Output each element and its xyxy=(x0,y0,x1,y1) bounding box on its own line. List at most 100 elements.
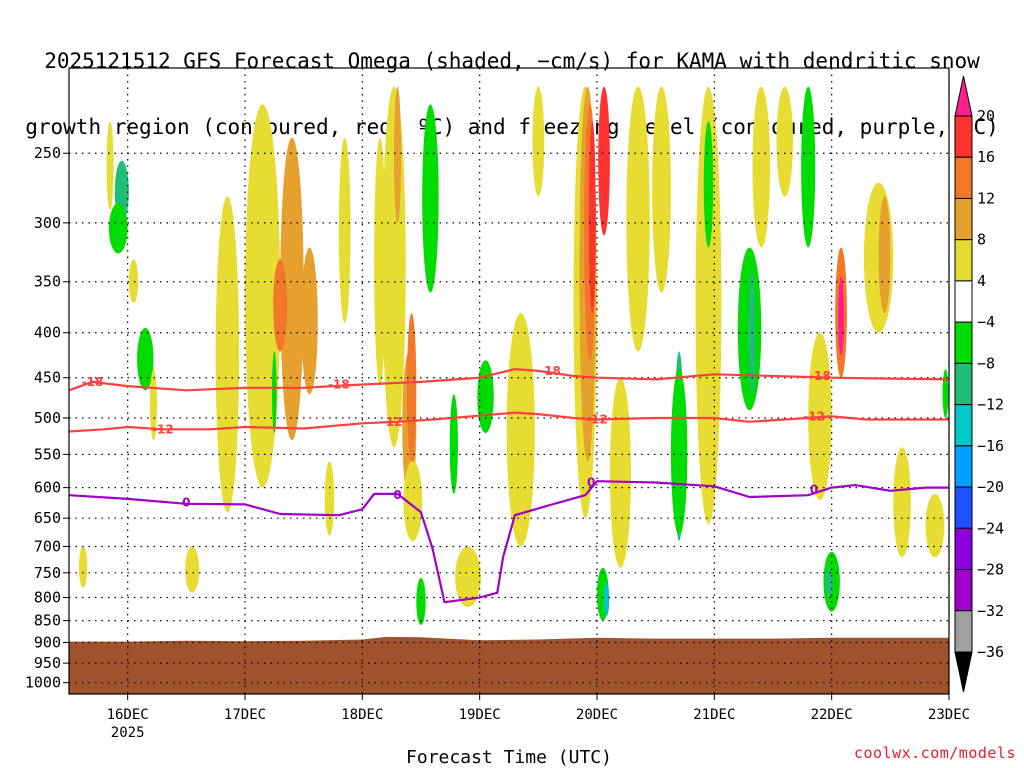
y-tick-label: 350 xyxy=(34,273,61,291)
colorbar-label: −12 xyxy=(977,396,1004,414)
terrain-area xyxy=(69,636,949,694)
colorbar-label: 8 xyxy=(977,231,986,249)
x-axis-label: Forecast Time (UTC) xyxy=(406,747,612,768)
y-tick-label: 850 xyxy=(34,612,61,630)
omega-cell xyxy=(374,137,386,387)
contour-label: -12 xyxy=(152,422,174,436)
y-tick-label: 600 xyxy=(34,479,61,497)
colorbar-label: 4 xyxy=(977,272,986,290)
omega-cell xyxy=(273,259,288,352)
contour-label: -12 xyxy=(381,415,403,429)
colorbar-label: 16 xyxy=(977,148,995,166)
plot-frame xyxy=(68,67,950,695)
y-tick-label: 550 xyxy=(34,445,61,463)
omega-cell xyxy=(878,196,891,314)
omega-cell xyxy=(271,351,277,433)
contour-label: -18 xyxy=(328,377,350,391)
terrain-fill xyxy=(69,636,949,694)
colorbar-upper-triangle xyxy=(954,75,973,117)
x-tick-label: 23DEC xyxy=(928,707,970,723)
y-tick-label: 950 xyxy=(34,654,61,672)
x-year-label: 2025 xyxy=(111,725,145,741)
omega-cell xyxy=(215,196,240,513)
omega-cell xyxy=(588,121,596,314)
omega-cell xyxy=(416,577,426,626)
contour-dendritic-upper xyxy=(69,368,949,392)
colorbar-segment xyxy=(954,486,973,529)
colorbar-label: −36 xyxy=(977,643,1004,661)
omega-cell xyxy=(477,360,494,433)
colorbar-label: 12 xyxy=(977,189,995,207)
contour-label: -12 xyxy=(586,412,608,426)
omega-cell xyxy=(338,137,351,324)
colorbar-label: −16 xyxy=(977,437,1004,455)
chart-title-line1: 2025121512 GFS Forecast Omega (shaded, −… xyxy=(44,49,980,73)
colorbar-segment xyxy=(954,115,973,158)
colorbar-segment xyxy=(954,197,973,241)
omega-cell xyxy=(78,546,88,588)
omega-cell xyxy=(652,86,671,293)
y-tick-label: 400 xyxy=(34,324,61,342)
omega-cell xyxy=(598,86,610,236)
y-tick-label: 800 xyxy=(34,588,61,606)
colorbar-segment xyxy=(954,569,973,612)
contour-label: -18 xyxy=(809,369,831,383)
omega-cell xyxy=(670,369,688,536)
contour-label: 0 xyxy=(810,483,818,497)
colorbar-segment xyxy=(954,239,973,282)
contour-label: 0 xyxy=(393,488,401,502)
colorbar-segment xyxy=(954,156,973,199)
omega-cell xyxy=(801,86,816,248)
omega-cell xyxy=(703,121,714,248)
omega-cell xyxy=(752,86,771,248)
colorbar-segment xyxy=(954,362,973,406)
omega-cell xyxy=(108,203,128,254)
x-tick-label: 21DEC xyxy=(693,707,735,723)
omega-cell xyxy=(455,546,481,607)
x-tick-label: 16DEC xyxy=(107,707,149,723)
omega-cell xyxy=(626,86,650,352)
omega-cell xyxy=(185,546,200,593)
contour-label: -12 xyxy=(803,409,825,423)
watermark: coolwx.com/models xyxy=(853,744,1016,762)
contour-label: 0 xyxy=(182,496,190,510)
colorbar-label: −28 xyxy=(977,561,1004,579)
y-tick-label: 500 xyxy=(34,409,61,427)
x-tick-label: 22DEC xyxy=(811,707,853,723)
contour-label: -18 xyxy=(82,375,104,389)
colorbar-label: −20 xyxy=(977,478,1004,496)
omega-cell xyxy=(603,582,610,617)
omega-cell xyxy=(106,121,114,210)
contour-freezing-level xyxy=(69,480,949,604)
colorbar-label: 20 xyxy=(977,107,995,125)
y-tick-label: 750 xyxy=(34,564,61,582)
colorbar-label: −8 xyxy=(977,354,995,372)
omega-cell xyxy=(382,86,406,448)
y-tick-label: 650 xyxy=(34,509,61,527)
omega-cell xyxy=(532,86,545,197)
omega-shading xyxy=(78,86,949,626)
x-tick-label: 20DEC xyxy=(576,707,618,723)
omega-cell xyxy=(695,86,722,525)
colorbar-segment xyxy=(954,280,973,323)
grid-lines xyxy=(69,68,949,694)
omega-cell xyxy=(893,447,911,558)
omega-cell xyxy=(245,104,281,488)
omega-cell xyxy=(403,461,423,541)
omega-cell xyxy=(449,394,458,494)
omega-cell xyxy=(137,327,154,391)
y-axis: 250 300 350 400 450 500 550 600 650 700 750 800 850 9… xyxy=(25,144,69,692)
y-tick-label: 700 xyxy=(34,537,61,555)
colorbar-segment xyxy=(954,321,973,364)
x-axis: 16DEC 17DEC 18DEC 19DEC 20DEC 21DEC 22DEC 23DEC… xyxy=(107,694,970,741)
omega-cell xyxy=(324,461,335,536)
omega-cell xyxy=(942,369,949,418)
omega-cell xyxy=(128,259,139,303)
omega-cell xyxy=(925,493,945,558)
contour-label: 0 xyxy=(587,475,595,489)
colorbar-segment xyxy=(954,404,973,447)
contour-lines: -18 -18 -18 -18 -12 -12 -12 -12 0 0 0 0 xyxy=(69,364,949,604)
colorbar-label: −24 xyxy=(977,519,1004,537)
omega-cell xyxy=(394,86,402,223)
